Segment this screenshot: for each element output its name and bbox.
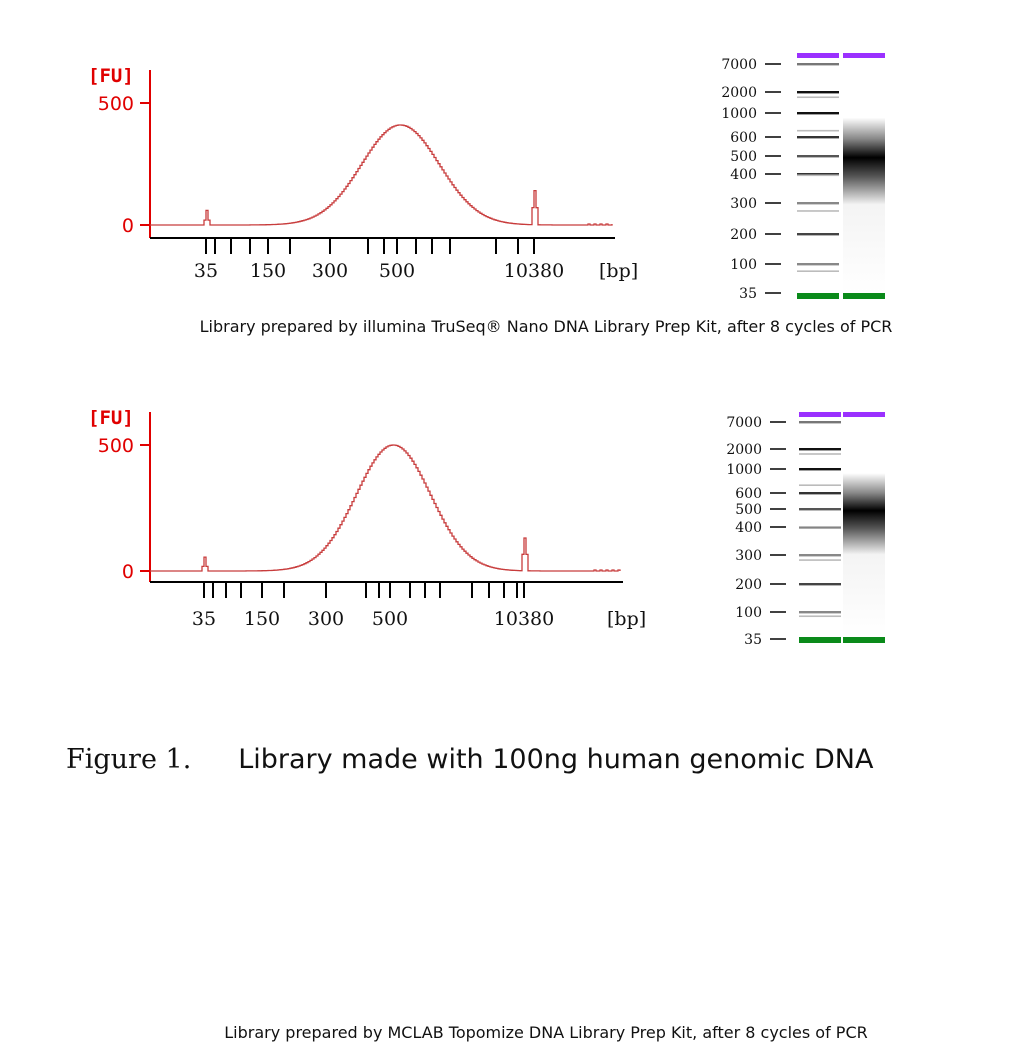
ladder-band — [797, 63, 839, 66]
y-tick-label: 0 — [122, 215, 134, 237]
ladder-band-faint — [797, 270, 839, 272]
lower-marker-band-sample — [843, 637, 885, 643]
figure-title: Figure 1. Library made with 100ng human … — [66, 742, 873, 775]
lower-marker-band-ladder — [799, 637, 841, 643]
ladder-band — [797, 202, 839, 205]
ladder-label: 300 — [730, 196, 757, 212]
x-tick-label: 10380 — [494, 608, 554, 630]
ladder-band — [797, 263, 839, 266]
ladder-band-faint — [799, 453, 841, 455]
x-tick-label: 35 — [194, 260, 218, 282]
ladder-band — [797, 91, 839, 94]
upper-marker-band-ladder — [797, 53, 839, 58]
ladder-label: 400 — [730, 167, 757, 183]
x-tick-label: 10380 — [504, 260, 564, 282]
ladder-label: 2000 — [726, 442, 762, 458]
ladder-band-faint — [799, 615, 841, 618]
ladder-label: 400 — [735, 520, 762, 536]
ladder-band — [799, 583, 841, 586]
data-trace — [150, 124, 613, 226]
caption-mclab: Library prepared by MCLAB Topomize DNA L… — [224, 1023, 868, 1042]
ladder-band-faint — [797, 210, 839, 212]
ladder-label: 2000 — [721, 85, 757, 101]
y-tick-label: 500 — [98, 435, 134, 457]
ladder-label: 35 — [744, 632, 762, 648]
ladder-label: 7000 — [721, 57, 757, 73]
ladder-band — [797, 136, 839, 139]
upper-marker-band-ladder — [799, 412, 841, 417]
ladder-label: 500 — [735, 502, 762, 518]
data-trace — [150, 444, 621, 572]
y-tick-label: 500 — [98, 93, 134, 115]
ladder-band — [799, 508, 841, 511]
ladder-label: 200 — [735, 577, 762, 593]
x-tick-label: 500 — [379, 260, 415, 282]
ladder-band — [797, 233, 839, 236]
ladder-label: 300 — [735, 548, 762, 564]
ladder-band — [799, 492, 841, 495]
ladder-label: 100 — [730, 257, 757, 273]
x-tick-label: 300 — [308, 608, 344, 630]
lower-marker-band-ladder — [797, 293, 839, 299]
panel-mclab: 500 0 [FU] 35 150 300 500 10380 [bp] 7000 2000 1000… — [0, 350, 1012, 1042]
ladder-band — [799, 611, 841, 614]
ladder-band-faint — [797, 96, 839, 99]
ladder-label: 600 — [735, 486, 762, 502]
ladder-band — [797, 112, 839, 115]
x-tick-label: 300 — [312, 260, 348, 282]
ladder-band — [799, 468, 841, 471]
ladder-band — [799, 554, 841, 557]
ladder-label: 1000 — [726, 462, 762, 478]
panel-truseq: 500 0 [FU] 35 150 300 500 10380 [bp] 7000 2000 1000… — [0, 0, 1012, 360]
ladder-band — [797, 155, 839, 158]
ladder-label: 100 — [735, 605, 762, 621]
ladder-band-faint — [799, 484, 841, 486]
ladder-label: 7000 — [726, 415, 762, 431]
figure-label: Figure 1. — [66, 744, 192, 775]
ladder-band-faint — [799, 559, 841, 561]
y-tick-label: 0 — [122, 561, 134, 583]
ladder-band — [799, 421, 841, 424]
x-axis-label: [bp] — [599, 260, 638, 282]
ladder-band-faint — [797, 174, 839, 177]
lower-marker-band-sample — [843, 293, 885, 299]
x-tick-label: 150 — [244, 608, 280, 630]
sample-smear — [843, 58, 885, 293]
x-axis-label: [bp] — [607, 608, 646, 630]
ladder-band — [799, 448, 841, 451]
electropherogram-truseq: 500 0 [FU] 35 150 300 500 10380 [bp] 7000 2000 1000… — [88, 53, 885, 302]
sample-smear — [843, 417, 885, 637]
figure-caption-text: Library made with 100ng human genomic DN… — [238, 744, 874, 775]
x-tick-label: 500 — [372, 608, 408, 630]
y-axis-label: [FU] — [88, 65, 134, 87]
x-tick-label: 35 — [192, 608, 216, 630]
ladder-label: 35 — [739, 286, 757, 302]
gel-image: 7000 2000 1000 600 500 400 300 200 100 35 — [721, 53, 885, 302]
ladder-label: 600 — [730, 130, 757, 146]
ladder-band — [797, 173, 839, 176]
ladder-label: 500 — [730, 149, 757, 165]
y-axis-label: [FU] — [88, 407, 134, 429]
upper-marker-band-sample — [843, 412, 885, 417]
ladder-band-faint — [799, 526, 841, 528]
upper-marker-band-sample — [843, 53, 885, 58]
ladder-label: 200 — [730, 227, 757, 243]
ladder-band-faint — [797, 129, 839, 132]
x-tick-label: 150 — [250, 260, 286, 282]
caption-truseq: Library prepared by illumina TruSeq® Nan… — [199, 317, 893, 336]
ladder-label: 1000 — [721, 106, 757, 122]
electropherogram-mclab: 500 0 [FU] 35 150 300 500 10380 [bp] 7000 2000 1000… — [88, 407, 885, 648]
